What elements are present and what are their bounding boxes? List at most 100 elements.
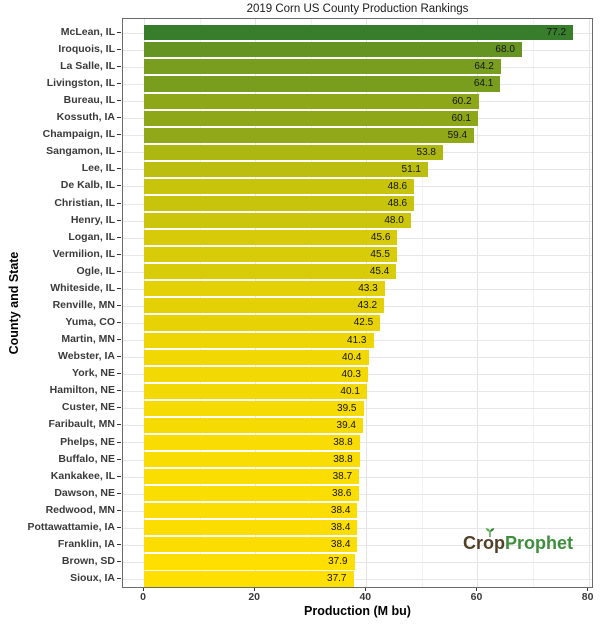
y-tick-label: Bureau, IL (63, 94, 115, 107)
bar: 48.6 (144, 195, 415, 212)
y-tick-mark (117, 168, 121, 170)
y-tick-label: Ogle, IL (76, 264, 115, 277)
y-tick-label: La Salle, IL (60, 59, 115, 72)
bar-value-label: 68.0 (495, 44, 515, 56)
y-tick-mark (117, 151, 121, 153)
y-tick-label: Phelps, NE (60, 435, 115, 448)
x-tick-mark (142, 588, 144, 591)
y-tick-mark (117, 492, 121, 494)
bar-value-label: 43.3 (358, 283, 378, 295)
y-tick-label: Livingston, IL (46, 77, 115, 89)
bar: 38.8 (144, 434, 360, 451)
bar-value-label: 59.4 (447, 129, 468, 141)
bar: 39.5 (144, 400, 364, 416)
bar-value-label: 64.2 (474, 61, 494, 73)
y-tick-label: Buffalo, NE (58, 452, 115, 465)
row-gridline (123, 545, 592, 546)
y-tick-label: Iroquois, IL (58, 42, 115, 55)
bar: 64.1 (144, 76, 501, 92)
major-gridline (588, 19, 590, 587)
x-tick-label: 20 (248, 591, 261, 603)
y-tick-label: De Kalb, IL (60, 179, 115, 192)
bar: 68.0 (144, 42, 522, 58)
x-axis-title: Production (M bu) (304, 604, 411, 618)
y-tick-label: Faribault, MN (48, 418, 115, 431)
logo-text-crop: Crop (463, 533, 505, 553)
y-tick-label: Redwood, MN (45, 503, 115, 516)
bar: 43.2 (144, 298, 385, 314)
y-tick-label: Webster, IA (58, 350, 115, 363)
bar: 43.3 (144, 281, 385, 297)
bar-value-label: 42.5 (353, 317, 374, 329)
bar: 40.1 (144, 383, 367, 399)
y-tick-label: Kossuth, IA (56, 111, 115, 124)
bar-value-label: 48.6 (387, 197, 408, 209)
bar: 48.0 (144, 213, 411, 229)
row-gridline (123, 528, 592, 529)
bar: 38.4 (144, 537, 358, 553)
y-tick-mark (117, 287, 121, 289)
bar: 51.1 (144, 161, 428, 177)
y-tick-label: Sangamon, IL (46, 145, 115, 158)
bar: 45.6 (144, 230, 398, 246)
y-tick-label: Whiteside, IL (50, 281, 115, 294)
bar-value-label: 39.5 (337, 402, 357, 414)
y-tick-label: Hamilton, NE (49, 384, 115, 397)
bar-value-label: 64.1 (473, 78, 494, 90)
bar: 37.9 (144, 554, 355, 570)
y-tick-mark (117, 458, 121, 460)
y-tick-mark (117, 83, 121, 84)
row-gridline (123, 562, 592, 563)
y-tick-mark (117, 100, 121, 102)
bar: 38.4 (144, 503, 358, 519)
x-tick-label: 60 (470, 591, 483, 603)
bar: 38.4 (144, 520, 358, 536)
bar-value-label: 48.6 (387, 180, 408, 192)
bar: 59.4 (144, 127, 475, 143)
x-tick-label: 40 (359, 591, 372, 603)
y-tick-label: Yuma, CO (65, 316, 115, 328)
bar: 60.2 (144, 93, 479, 109)
y-tick-mark (117, 270, 121, 272)
y-tick-mark (117, 509, 121, 511)
bar: 38.6 (144, 486, 359, 502)
y-tick-mark (117, 356, 121, 358)
bar-value-label: 40.3 (341, 368, 361, 380)
y-tick-label: Christian, IL (54, 196, 115, 209)
y-tick-label: Franklin, IA (57, 537, 115, 550)
sprout-icon (485, 528, 495, 538)
y-tick-mark (117, 48, 121, 50)
bar: 37.7 (144, 571, 354, 587)
bar: 53.8 (144, 144, 443, 160)
minor-gridline (533, 19, 535, 587)
bar: 48.6 (144, 178, 415, 194)
cropprophet-logo: CropProphet (463, 528, 573, 554)
y-tick-label: Henry, IL (70, 213, 115, 226)
bar-value-label: 38.4 (330, 505, 351, 517)
y-tick-label: Champaign, IL (42, 128, 115, 141)
y-tick-label: Renville, MN (52, 298, 115, 311)
bar-value-label: 45.6 (370, 232, 391, 244)
bar: 40.3 (144, 366, 368, 382)
bar-value-label: 38.8 (333, 436, 353, 448)
y-tick-mark (117, 134, 121, 136)
y-tick-mark (117, 322, 121, 323)
y-tick-mark (117, 561, 121, 562)
y-tick-mark (117, 236, 121, 238)
y-tick-label: Pottawattamie, IA (27, 520, 115, 533)
y-tick-mark (117, 407, 121, 409)
bar-value-label: 38.4 (330, 522, 351, 534)
bar: 45.5 (144, 247, 397, 263)
bar-value-label: 45.5 (370, 249, 390, 261)
bar: 42.5 (144, 315, 381, 331)
y-tick-label: Logan, IL (68, 230, 115, 243)
y-tick-mark (117, 526, 121, 528)
bar-value-label: 60.2 (452, 95, 472, 107)
y-tick-mark (117, 373, 121, 375)
bar: 40.4 (144, 349, 369, 365)
x-tick-label: 0 (140, 591, 146, 603)
plot-panel: 77.2 68.0 64.2 64.1 60.2 60.1 59.4 53.8 51.1 48.6… (122, 18, 593, 588)
bar-value-label: 40.1 (340, 385, 360, 397)
bar-value-label: 43.2 (357, 300, 378, 312)
y-tick-mark (117, 202, 121, 204)
